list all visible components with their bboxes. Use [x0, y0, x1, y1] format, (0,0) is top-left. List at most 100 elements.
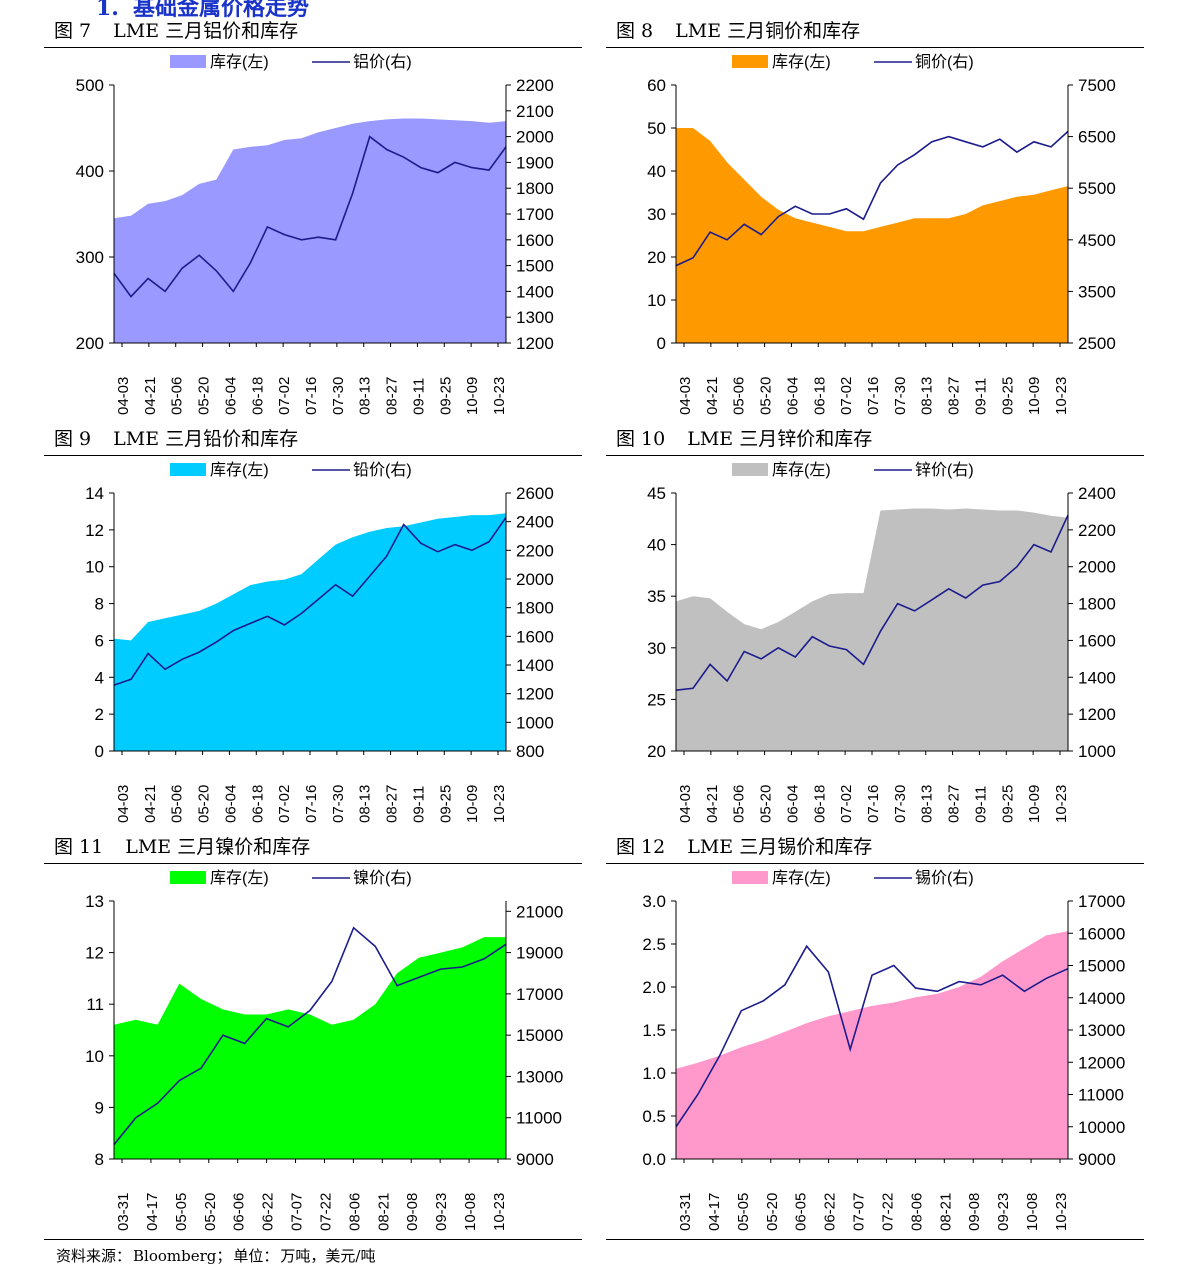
- x-tick: 07-07: [851, 1193, 868, 1231]
- x-tick-label: 08-27: [384, 377, 401, 415]
- x-tick-label: 05-05: [735, 1193, 752, 1231]
- right-tick-label: 13000: [1078, 1021, 1125, 1040]
- left-tick-label: 500: [76, 76, 104, 95]
- right-tick-label: 13000: [516, 1067, 563, 1086]
- x-tick-label: 08-06: [346, 1193, 363, 1231]
- right-tick-label: 1800: [1078, 595, 1116, 614]
- left-tick-label: 10: [85, 558, 104, 577]
- x-tick-label: 08-27: [384, 785, 401, 823]
- left-tick-label: 0.0: [642, 1150, 666, 1169]
- x-tick: 07-02: [838, 377, 855, 415]
- right-tick-label: 1600: [516, 627, 554, 646]
- x-tick-label: 06-04: [784, 377, 801, 415]
- legend-label-inventory: 库存(左): [210, 53, 269, 71]
- x-tick-label: 07-16: [865, 377, 882, 415]
- x-tick-label: 05-20: [196, 377, 213, 415]
- legend-label-price: 锡价(右): [915, 869, 974, 887]
- right-tick-label: 1600: [516, 231, 554, 250]
- x-tick: 06-06: [231, 1193, 248, 1231]
- right-tick-label: 17000: [516, 985, 563, 1004]
- right-tick-label: 10000: [1078, 1118, 1125, 1137]
- x-tick: 08-06: [346, 1193, 363, 1231]
- left-tick-label: 45: [647, 484, 666, 503]
- left-tick-label: 20: [647, 248, 666, 267]
- left-tick-label: 2.0: [642, 978, 666, 997]
- chart-panel-zinc: 图 10 LME 三月锌价和库存 20 25 30 35 40 45 1000 1200 1400…: [606, 424, 1144, 828]
- chart-panel-lead: 图 9 LME 三月铅价和库存 0 2 4 6 8 10 12 14 800 1000 1200 140…: [44, 424, 582, 828]
- right-tick-label: 6500: [1078, 128, 1116, 147]
- x-tick-label: 07-07: [851, 1193, 868, 1231]
- right-tick-label: 1600: [1078, 631, 1116, 650]
- x-tick: 07-16: [303, 785, 320, 823]
- x-tick-label: 03-31: [115, 1193, 132, 1231]
- x-tick-label: 10-23: [491, 377, 508, 415]
- title-rule: [606, 863, 1144, 864]
- inventory-area: [676, 508, 1068, 751]
- left-tick-label: 8: [95, 1150, 104, 1169]
- left-tick-label: 10: [647, 291, 666, 310]
- legend-label-price: 锌价(右): [915, 461, 974, 479]
- x-tick: 09-25: [999, 377, 1016, 415]
- x-tick: 07-30: [892, 377, 909, 415]
- chart-title: LME 三月铝价和库存: [113, 20, 299, 42]
- x-tick: 10-08: [1024, 1193, 1041, 1231]
- x-tick-label: 08-27: [946, 377, 963, 415]
- legend-swatch-inventory: [170, 871, 206, 884]
- inventory-area: [114, 118, 506, 343]
- x-tick: 05-20: [196, 377, 213, 415]
- x-tick: 04-17: [144, 1193, 161, 1231]
- x-tick-label: 08-13: [919, 377, 936, 415]
- legend-label-price: 铅价(右): [353, 461, 412, 479]
- x-tick: 09-11: [410, 786, 427, 823]
- title-rule: [44, 863, 582, 864]
- x-tick-label: 05-20: [758, 785, 775, 823]
- x-tick: 07-16: [865, 377, 882, 415]
- x-tick-label: 06-04: [784, 785, 801, 823]
- chart-title-row: 图 7 LME 三月铝价和库存: [54, 16, 298, 46]
- right-tick-label: 16000: [1078, 924, 1125, 943]
- right-tick-label: 1900: [516, 153, 554, 172]
- x-tick: 05-06: [731, 785, 748, 823]
- left-tick-label: 12: [85, 944, 104, 963]
- left-tick-label: 35: [647, 587, 666, 606]
- x-tick: 10-09: [464, 377, 481, 415]
- x-tick: 10-23: [1053, 377, 1070, 415]
- inventory-area: [676, 931, 1068, 1159]
- right-tick-label: 2500: [1078, 334, 1116, 353]
- left-tick-label: 30: [647, 205, 666, 224]
- x-tick-label: 07-16: [865, 785, 882, 823]
- x-tick: 09-25: [437, 785, 454, 823]
- left-tick-label: 1.0: [642, 1064, 666, 1083]
- right-tick-label: 4500: [1078, 231, 1116, 250]
- chart-title-row: 图 10 LME 三月锌价和库存: [616, 424, 872, 454]
- legend-swatch-inventory: [732, 55, 768, 68]
- legend-swatch-inventory: [170, 55, 206, 68]
- price-line: [113, 135, 507, 298]
- left-tick-label: 0: [95, 742, 104, 761]
- x-tick-label: 08-21: [937, 1193, 954, 1231]
- x-tick: 08-13: [919, 377, 936, 415]
- x-tick: 06-18: [811, 785, 828, 823]
- right-tick-label: 2200: [516, 76, 554, 95]
- x-tick-label: 09-25: [999, 377, 1016, 415]
- figure-label: 图 9: [54, 428, 92, 450]
- legend-label-inventory: 库存(左): [210, 461, 269, 479]
- x-tick-label: 07-30: [892, 377, 909, 415]
- right-tick-label: 1400: [516, 656, 554, 675]
- x-tick: 09-23: [995, 1193, 1012, 1231]
- price-line: [675, 944, 1069, 1128]
- right-tick-label: 11000: [516, 1109, 562, 1128]
- right-tick-label: 1400: [516, 282, 554, 301]
- x-tick: 10-08: [462, 1193, 479, 1231]
- x-tick-label: 06-06: [231, 1193, 248, 1231]
- x-tick-label: 10-09: [1026, 785, 1043, 823]
- right-tick-label: 7500: [1078, 76, 1116, 95]
- right-tick-label: 1000: [516, 713, 554, 732]
- price-line: [113, 926, 507, 1146]
- section-number: 1.: [96, 0, 119, 21]
- x-tick-label: 09-11: [410, 378, 427, 415]
- x-tick-label: 09-25: [437, 377, 454, 415]
- x-tick: 08-13: [919, 785, 936, 823]
- right-tick-label: 1200: [1078, 705, 1116, 724]
- legend-swatch-inventory: [170, 463, 206, 476]
